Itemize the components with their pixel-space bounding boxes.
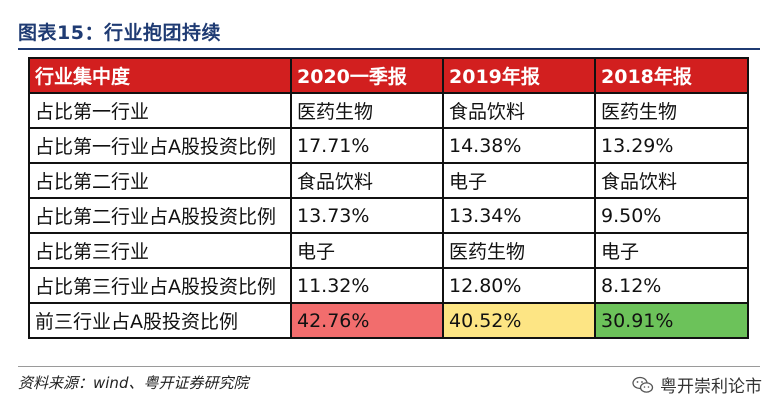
table-row: 占比第一行业占A股投资比例 17.71% 14.38% 13.29% bbox=[28, 127, 749, 164]
table-cell: 电子 bbox=[594, 232, 749, 269]
table-row: 占比第一行业 医药生物 食品饮料 医药生物 bbox=[28, 92, 749, 129]
row-label: 占比第二行业占A股投资比例 bbox=[28, 197, 292, 234]
highlight-cell-2018: 30.91% bbox=[594, 302, 749, 339]
header-cell: 2019年报 bbox=[442, 57, 596, 94]
table-cell: 12.80% bbox=[442, 267, 596, 304]
table-cell: 8.12% bbox=[594, 267, 749, 304]
table-cell: 食品饮料 bbox=[442, 92, 596, 129]
row-label: 占比第二行业 bbox=[28, 162, 292, 199]
table-row: 占比第二行业占A股投资比例 13.73% 13.34% 9.50% bbox=[28, 197, 749, 234]
table-row-total: 前三行业占A股投资比例 42.76% 40.52% 30.91% bbox=[28, 302, 749, 339]
table-cell: 13.29% bbox=[594, 127, 749, 164]
table-cell: 13.73% bbox=[290, 197, 444, 234]
row-label: 占比第一行业占A股投资比例 bbox=[28, 127, 292, 164]
table-cell: 医药生物 bbox=[594, 92, 749, 129]
table-cell: 13.34% bbox=[442, 197, 596, 234]
table-cell: 医药生物 bbox=[442, 232, 596, 269]
watermark-text: 粤开崇利论市 bbox=[660, 377, 762, 397]
highlight-cell-2020q1: 42.76% bbox=[290, 302, 444, 339]
table-cell: 11.32% bbox=[290, 267, 444, 304]
table-cell: 医药生物 bbox=[290, 92, 444, 129]
table-header-row: 行业集中度 2020一季报 2019年报 2018年报 bbox=[28, 57, 749, 94]
highlight-cell-2019: 40.52% bbox=[442, 302, 596, 339]
row-label: 占比第一行业 bbox=[28, 92, 292, 129]
table-row: 占比第三行业 电子 医药生物 电子 bbox=[28, 232, 749, 269]
table-cell: 17.71% bbox=[290, 127, 444, 164]
page-title: 图表15：行业抱团持续 bbox=[18, 22, 221, 44]
table-cell: 食品饮料 bbox=[594, 162, 749, 199]
row-label: 占比第三行业占A股投资比例 bbox=[28, 267, 292, 304]
wechat-icon bbox=[632, 376, 654, 393]
concentration-table: 行业集中度 2020一季报 2019年报 2018年报 占比第一行业 医药生物 … bbox=[28, 57, 749, 339]
table-cell: 电子 bbox=[290, 232, 444, 269]
header-cell: 行业集中度 bbox=[28, 57, 292, 94]
table-row: 占比第三行业占A股投资比例 11.32% 12.80% 8.12% bbox=[28, 267, 749, 304]
row-label: 前三行业占A股投资比例 bbox=[28, 302, 292, 339]
title-divider bbox=[18, 48, 760, 50]
watermark: 粤开崇利论市 bbox=[632, 372, 762, 397]
table-row: 占比第二行业 食品饮料 电子 食品饮料 bbox=[28, 162, 749, 199]
header-cell: 2018年报 bbox=[594, 57, 749, 94]
header-cell: 2020一季报 bbox=[290, 57, 444, 94]
source-note: 资料来源：wind、粤开证券研究院 bbox=[18, 374, 249, 392]
table-cell: 9.50% bbox=[594, 197, 749, 234]
row-label: 占比第三行业 bbox=[28, 232, 292, 269]
table-cell: 食品饮料 bbox=[290, 162, 444, 199]
table-cell: 电子 bbox=[442, 162, 596, 199]
table-cell: 14.38% bbox=[442, 127, 596, 164]
source-divider bbox=[18, 366, 760, 367]
